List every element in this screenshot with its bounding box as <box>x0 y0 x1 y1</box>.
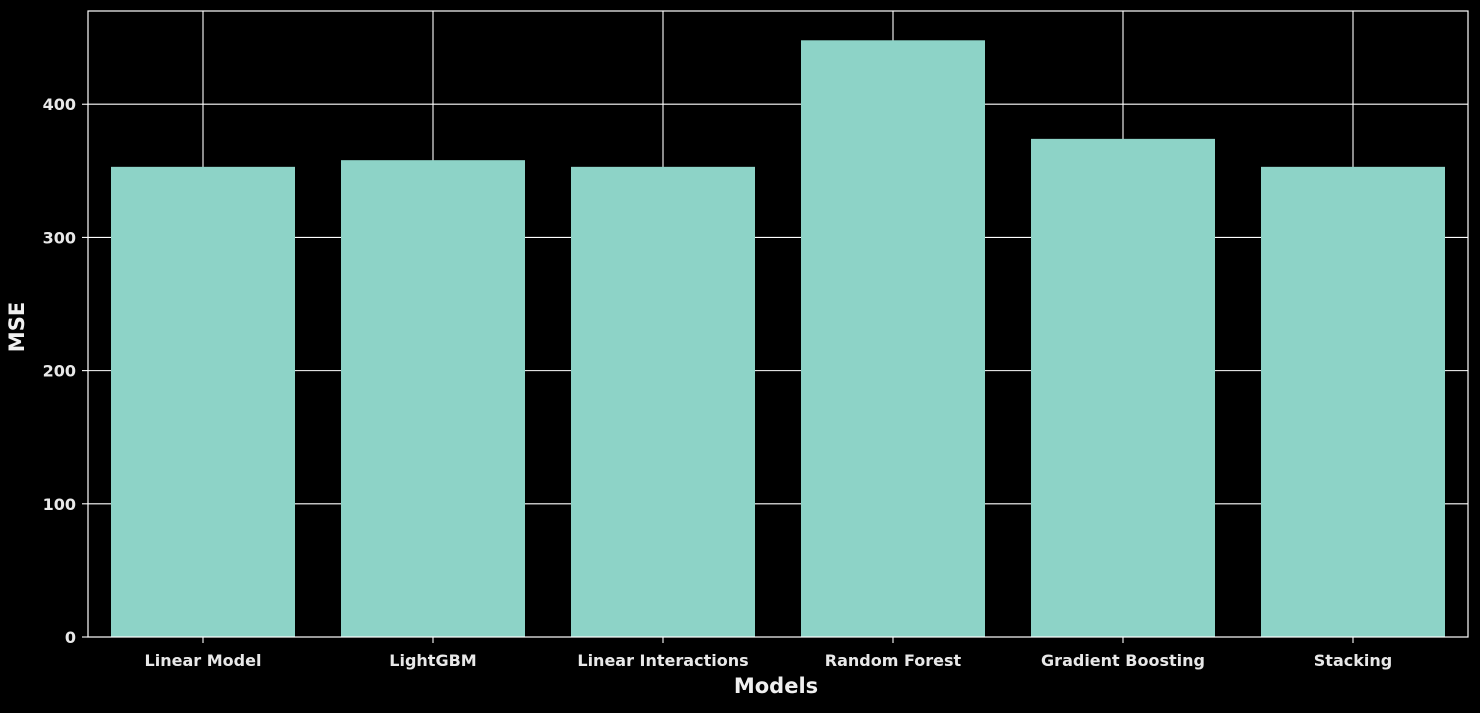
bar-stacking <box>1261 166 1445 637</box>
x-tick-label: Gradient Boosting <box>1041 651 1205 670</box>
bar-random-forest <box>801 40 985 638</box>
bar-linear-model <box>111 166 295 637</box>
x-tick-labels: Linear Model LightGBM Linear Interactions R… <box>145 637 1392 670</box>
x-axis-label: Models <box>734 674 818 698</box>
y-tick-label: 400 <box>43 95 76 114</box>
y-tick-label: 100 <box>43 495 76 514</box>
x-tick-label: LightGBM <box>389 651 476 670</box>
plot-frame <box>87 10 1469 638</box>
bars <box>111 40 1445 638</box>
bar-gradient-boosting <box>1031 138 1215 637</box>
y-tick-labels: 0 100 200 300 400 <box>43 95 88 647</box>
y-tick-label: 300 <box>43 228 76 247</box>
y-tick-label: 0 <box>65 628 76 647</box>
bar-lightgbm <box>341 160 525 637</box>
y-axis-label: MSE <box>5 302 29 352</box>
x-tick-label: Linear Interactions <box>577 651 748 670</box>
y-tick-label: 200 <box>43 362 76 381</box>
x-tick-label: Stacking <box>1314 651 1392 670</box>
x-tick-label: Random Forest <box>825 651 962 670</box>
x-tick-label: Linear Model <box>145 651 262 670</box>
bar-linear-interactions <box>571 166 755 637</box>
